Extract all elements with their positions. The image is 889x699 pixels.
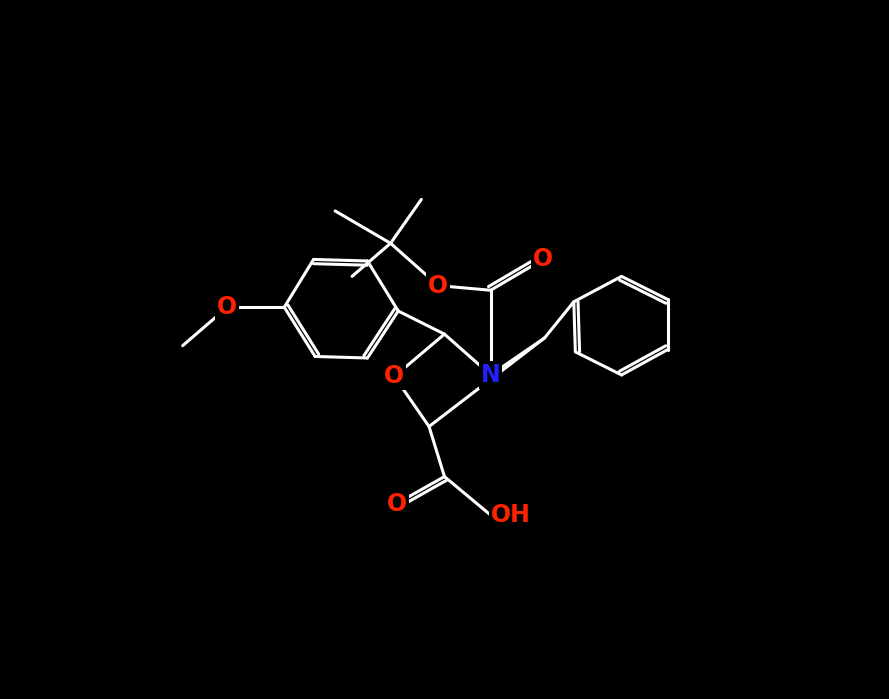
Text: O: O	[387, 491, 407, 516]
Text: O: O	[217, 295, 237, 319]
Text: OH: OH	[491, 503, 531, 527]
Text: N: N	[481, 363, 501, 387]
Text: O: O	[533, 247, 553, 271]
Text: O: O	[428, 273, 448, 298]
Text: O: O	[384, 364, 404, 389]
